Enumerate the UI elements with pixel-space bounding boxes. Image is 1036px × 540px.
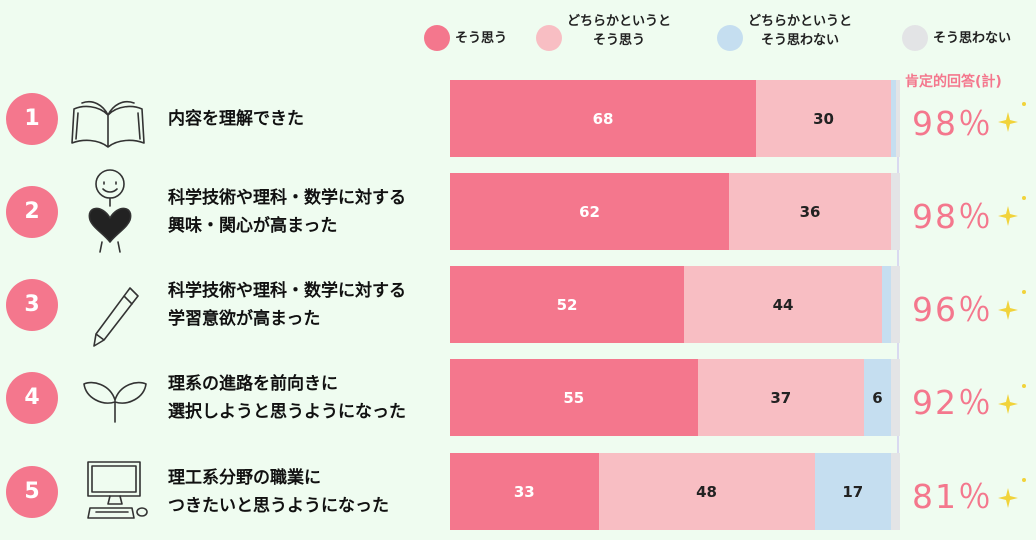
bar-segment: 17	[814, 453, 891, 530]
category-label: 理系の進路を前向きに 選択しようと思うようになった	[168, 373, 406, 422]
book-icon	[71, 100, 145, 148]
positive-total: 92％	[912, 382, 993, 422]
row-number: 5	[6, 465, 58, 518]
legend-marker	[717, 25, 743, 51]
pencil-icon	[93, 287, 139, 347]
positive-total: 98％	[912, 103, 993, 143]
bar-segment	[891, 266, 900, 343]
legend-marker	[424, 25, 450, 51]
value-label: 62	[579, 202, 600, 221]
bar-segment	[891, 453, 900, 530]
value-label: 17	[842, 482, 864, 501]
bar-segment: 52	[450, 266, 684, 343]
bar-segment: 55	[450, 359, 698, 436]
bar-segment: 44	[684, 266, 882, 343]
total-header: 肯定的回答(計)	[905, 74, 1002, 90]
row-number: 3	[6, 278, 58, 331]
value-label: 33	[513, 482, 535, 501]
row-number: 4	[6, 371, 58, 424]
legend-label: どちらかというと そう思う	[567, 14, 672, 48]
value-label: 36	[799, 202, 821, 221]
category-label: 科学技術や理科・数学に対する 学習意欲が高まった	[168, 280, 406, 329]
bar-segment: 33	[450, 453, 599, 530]
bar-segment	[891, 80, 896, 157]
value-label: 30	[813, 109, 834, 128]
bar-segment	[895, 80, 900, 157]
bar-segment	[882, 266, 891, 343]
positive-total: 98％	[912, 196, 993, 236]
legend-label: そう思う	[455, 31, 508, 46]
row-number: 2	[6, 185, 58, 238]
value-label: 37	[770, 388, 792, 407]
heart-person-icon	[88, 169, 132, 253]
bar-segment: 30	[756, 80, 891, 157]
bar-segment	[891, 359, 900, 436]
value-label: 55	[563, 388, 585, 407]
category-label: 理工系分野の職業に つきたいと思うようになった	[168, 467, 389, 516]
legend-marker	[902, 25, 928, 51]
bar-segment	[891, 173, 900, 250]
value-label: 68	[592, 109, 614, 128]
legend-marker	[536, 25, 562, 51]
legend-label: どちらかというと そう思わない	[748, 14, 853, 48]
bar-segment: 6	[864, 359, 891, 436]
value-label: 52	[556, 295, 578, 314]
computer-icon	[87, 461, 148, 519]
bar-segment: 37	[697, 359, 864, 436]
row-number: 1	[6, 92, 58, 145]
bar-segment: 62	[450, 173, 729, 250]
sprout-icon	[83, 381, 147, 423]
bar-segment: 48	[598, 453, 815, 530]
value-label: 48	[696, 482, 717, 501]
positive-total: 81％	[912, 476, 993, 516]
bar-segment: 36	[729, 173, 891, 250]
bar-segment: 68	[450, 80, 756, 157]
sparkles	[998, 102, 1026, 508]
value-label: 44	[772, 295, 794, 314]
value-label: 6	[872, 388, 883, 407]
category-label: 科学技術や理科・数学に対する 興味・関心が高まった	[168, 187, 406, 236]
category-label: 内容を理解できた	[168, 108, 304, 129]
legend-label: そう思わない	[933, 31, 1012, 46]
positive-total: 96％	[912, 289, 993, 329]
